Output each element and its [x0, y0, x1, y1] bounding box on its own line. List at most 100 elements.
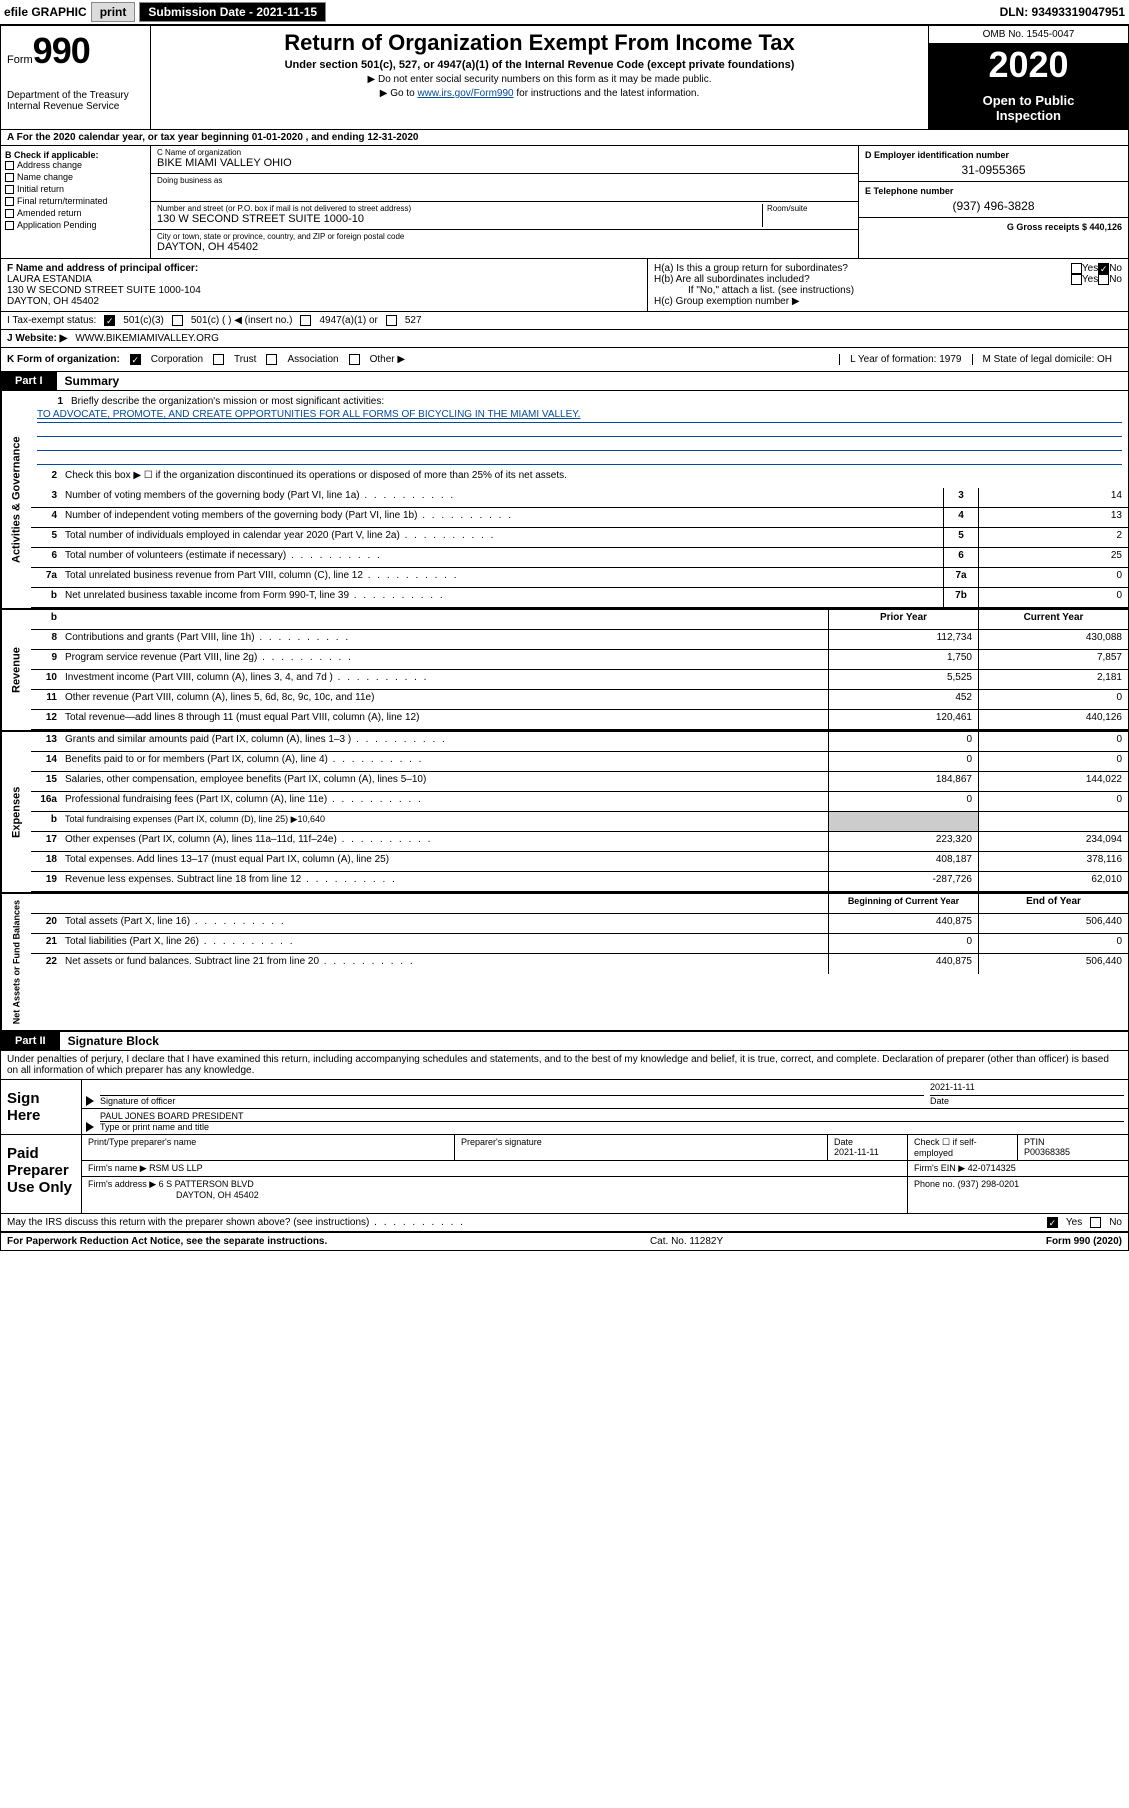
chk-address[interactable] [5, 161, 14, 170]
l12-curr: 440,126 [978, 710, 1128, 729]
ein-value: 31-0955365 [865, 163, 1122, 177]
ha-yes-box[interactable] [1071, 263, 1082, 274]
officer-name-line: PAUL JONES BOARD PRESIDENT Type or print… [82, 1109, 1128, 1134]
l21-text: Total liabilities (Part X, line 26) [61, 934, 828, 953]
chk-amended[interactable] [5, 209, 14, 218]
l-formation: L Year of formation: 1979 [839, 354, 971, 365]
l3-val: 14 [978, 488, 1128, 507]
irs-link[interactable]: www.irs.gov/Form990 [417, 88, 513, 99]
l15-prior: 184,867 [828, 772, 978, 791]
chk-501c[interactable] [172, 315, 183, 326]
chk-corp[interactable]: ✓ [130, 354, 141, 365]
prep-name-label: Print/Type preparer's name [82, 1135, 455, 1160]
hb-label: H(b) Are all subordinates included? [654, 274, 1071, 285]
opt-501c: 501(c) ( ) ◀ (insert no.) [191, 315, 293, 326]
chk-4947[interactable] [300, 315, 311, 326]
l10-num: 10 [31, 670, 61, 689]
arrow-icon-2 [86, 1122, 94, 1132]
chk-other[interactable] [349, 354, 360, 365]
org-name-label: C Name of organization [157, 148, 852, 157]
l7b-text: Net unrelated business taxable income fr… [61, 588, 943, 607]
l17-num: 17 [31, 832, 61, 851]
ha-yes: Yes [1082, 263, 1098, 274]
hb-note: If "No," attach a list. (see instruction… [654, 285, 1122, 296]
sign-here-label: Sign Here [1, 1080, 81, 1134]
l8-curr: 430,088 [978, 630, 1128, 649]
l21-num: 21 [31, 934, 61, 953]
instruction-2: ▶ Go to www.irs.gov/Form990 for instruct… [157, 88, 922, 99]
fg-row: F Name and address of principal officer:… [1, 259, 1128, 312]
form-page: Form990 Department of the Treasury Inter… [0, 25, 1129, 1251]
chk-final[interactable] [5, 197, 14, 206]
discuss-line: May the IRS discuss this return with the… [1, 1214, 1128, 1233]
chk-pending[interactable] [5, 221, 14, 230]
line-i: I Tax-exempt status: ✓501(c)(3) 501(c) (… [1, 312, 1128, 330]
ha-label: H(a) Is this a group return for subordin… [654, 263, 1071, 274]
addr-label: Number and street (or P.O. box if mail i… [157, 204, 762, 213]
l6-text: Total number of volunteers (estimate if … [61, 548, 943, 567]
l4-text: Number of independent voting members of … [61, 508, 943, 527]
discuss-yes-box[interactable]: ✓ [1047, 1217, 1058, 1228]
form-word: Form [7, 54, 33, 66]
l12-text: Total revenue—add lines 8 through 11 (mu… [61, 710, 828, 729]
l5-val: 2 [978, 528, 1128, 547]
chk-527[interactable] [386, 315, 397, 326]
street-address: 130 W SECOND STREET SUITE 1000-10 [157, 213, 762, 225]
line-2-num: 2 [31, 468, 61, 488]
ha-no-box[interactable]: ✓ [1098, 263, 1109, 274]
department-label: Department of the Treasury Internal Reve… [7, 90, 144, 112]
l8-text: Contributions and grants (Part VIII, lin… [61, 630, 828, 649]
opt-4947: 4947(a)(1) or [319, 315, 377, 326]
box-c: C Name of organization BIKE MIAMI VALLEY… [151, 146, 858, 258]
firm-name: RSM US LLP [149, 1163, 203, 1173]
mission-text: TO ADVOCATE, PROMOTE, AND CREATE OPPORTU… [37, 409, 1122, 423]
l18-num: 18 [31, 852, 61, 871]
title-box: Return of Organization Exempt From Incom… [151, 26, 928, 129]
l6-key: 6 [943, 548, 978, 567]
l10-prior: 5,525 [828, 670, 978, 689]
l9-num: 9 [31, 650, 61, 669]
chk-name[interactable] [5, 173, 14, 182]
l7a-num: 7a [31, 568, 61, 587]
firm-addr2: DAYTON, OH 45402 [88, 1190, 901, 1200]
i-label: I Tax-exempt status: [7, 315, 96, 326]
l11-prior: 452 [828, 690, 978, 709]
l15-text: Salaries, other compensation, employee b… [61, 772, 828, 791]
part-ii-title: Signature Block [60, 1034, 159, 1048]
city-label: City or town, state or province, country… [157, 232, 852, 241]
l16a-curr: 0 [978, 792, 1128, 811]
sign-here-row: Sign Here Signature of officer 2021-11-1… [1, 1080, 1128, 1135]
l4-num: 4 [31, 508, 61, 527]
line-2-text: Check this box ▶ ☐ if the organization d… [61, 468, 1128, 488]
l13-text: Grants and similar amounts paid (Part IX… [61, 732, 828, 751]
hb-yes-box[interactable] [1071, 274, 1082, 285]
omb-number: OMB No. 1545-0047 [929, 26, 1128, 44]
submission-date-button[interactable]: Submission Date - 2021-11-15 [139, 2, 326, 22]
entity-grid: B Check if applicable: Address change Na… [1, 146, 1128, 259]
sig-date-val: 2021-11-11 [930, 1082, 1124, 1096]
print-button[interactable]: print [91, 2, 136, 22]
chk-501c3[interactable]: ✓ [104, 315, 115, 326]
l19-text: Revenue less expenses. Subtract line 18 … [61, 872, 828, 891]
part-i-title: Summary [57, 374, 120, 388]
line-k: K Form of organization: ✓Corporation Tru… [1, 348, 1128, 372]
discuss-yes: Yes [1066, 1217, 1082, 1228]
form-number: 990 [33, 30, 90, 71]
hdr-b-num: b [31, 610, 61, 629]
form-title: Return of Organization Exempt From Incom… [157, 30, 922, 56]
l22-curr: 506,440 [978, 954, 1128, 974]
l9-curr: 7,857 [978, 650, 1128, 669]
chk-trust[interactable] [213, 354, 224, 365]
discuss-no-box[interactable] [1090, 1217, 1101, 1228]
dln-label: DLN: 93493319047951 [1000, 5, 1125, 19]
l17-prior: 223,320 [828, 832, 978, 851]
l14-text: Benefits paid to or for members (Part IX… [61, 752, 828, 771]
opt-address: Address change [17, 160, 82, 170]
hb-no-box[interactable] [1098, 274, 1109, 285]
l9-text: Program service revenue (Part VIII, line… [61, 650, 828, 669]
chk-initial[interactable] [5, 185, 14, 194]
firm-addr1: 6 S PATTERSON BLVD [159, 1179, 254, 1189]
chk-assoc[interactable] [266, 354, 277, 365]
efile-label: efile GRAPHIC [4, 5, 87, 19]
l18-prior: 408,187 [828, 852, 978, 871]
